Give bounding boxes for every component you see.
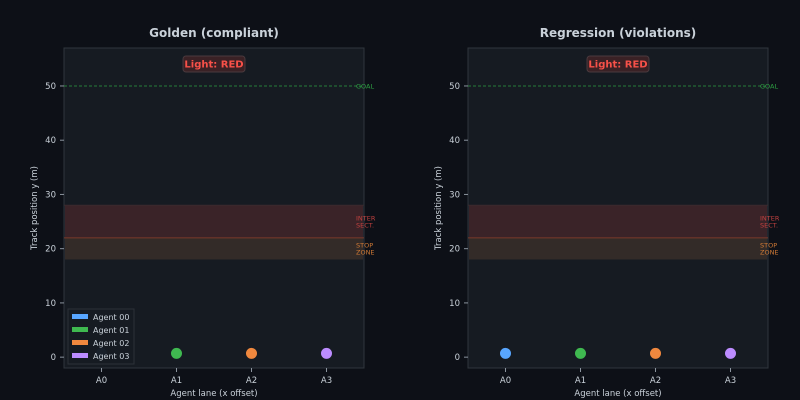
light-status: Light: RED <box>184 60 243 71</box>
intersection-label: SECT. <box>356 222 374 230</box>
legend-label: Agent 03 <box>93 352 129 361</box>
light-badge <box>182 55 246 73</box>
y-tick-label: 10 <box>449 299 460 309</box>
legend-swatch <box>72 353 88 358</box>
stop-zone-band <box>469 237 767 260</box>
goal-label: GOAL <box>760 82 778 90</box>
x-tick-label: A0 <box>96 376 107 386</box>
chart-title: Regression (violations) <box>540 26 697 40</box>
y-axis-label: Track position y (m) <box>30 166 40 251</box>
light-badge <box>586 55 650 73</box>
x-tick-label: A2 <box>246 376 257 386</box>
y-tick-label: 50 <box>449 82 460 92</box>
intersection-label: INTER <box>356 215 376 223</box>
intersection-band <box>65 205 363 238</box>
y-tick-label: 0 <box>455 353 460 363</box>
agent-marker-agent-01 <box>575 347 586 359</box>
y-tick-label: 20 <box>449 245 460 255</box>
x-tick-label: A2 <box>650 376 661 386</box>
legend: Agent 00 Agent 01 Agent 02 Agent 03 <box>67 308 135 365</box>
chart-title: Golden (compliant) <box>149 26 279 40</box>
agent-marker-agent-03 <box>321 347 332 359</box>
legend-label: Agent 01 <box>93 326 129 335</box>
x-axis-label: Agent lane (x offset) <box>170 389 257 399</box>
y-tick-label: 30 <box>449 190 460 200</box>
x-tick-label: A3 <box>725 376 736 386</box>
light-status: Light: RED <box>588 60 647 71</box>
stop-zone-label: STOP <box>356 242 373 250</box>
agent-marker-agent-03 <box>725 347 736 359</box>
y-tick-label: 30 <box>45 190 56 200</box>
stop-zone-label: ZONE <box>356 249 375 257</box>
legend-swatch <box>72 340 88 345</box>
x-tick-label: A0 <box>500 376 511 386</box>
stop-zone-band <box>65 237 363 260</box>
agent-marker-agent-02 <box>650 347 661 359</box>
legend-swatch <box>72 327 88 332</box>
goal-label: GOAL <box>356 82 374 90</box>
intersection-label: INTER <box>760 215 780 223</box>
x-tick-label: A1 <box>575 376 586 386</box>
y-tick-label: 40 <box>45 136 56 146</box>
legend-label: Agent 02 <box>93 339 129 348</box>
y-tick-label: 20 <box>45 245 56 255</box>
x-tick-label: A1 <box>171 376 182 386</box>
y-tick-label: 50 <box>45 82 56 92</box>
agent-marker-agent-00 <box>500 347 511 359</box>
stop-zone-label: ZONE <box>760 249 779 257</box>
x-tick-label: A3 <box>321 376 332 386</box>
legend-swatch <box>72 314 88 319</box>
agent-marker-agent-01 <box>171 347 182 359</box>
stop-zone-label: STOP <box>760 242 777 250</box>
y-tick-label: 0 <box>51 353 56 363</box>
intersection-band <box>469 205 767 238</box>
intersection-label: SECT. <box>760 222 778 230</box>
agent-marker-agent-02 <box>246 347 257 359</box>
y-tick-label: 40 <box>449 136 460 146</box>
x-axis-label: Agent lane (x offset) <box>574 389 661 399</box>
y-tick-label: 10 <box>45 299 56 309</box>
y-axis-label: Track position y (m) <box>434 166 444 251</box>
legend-label: Agent 00 <box>93 313 129 322</box>
